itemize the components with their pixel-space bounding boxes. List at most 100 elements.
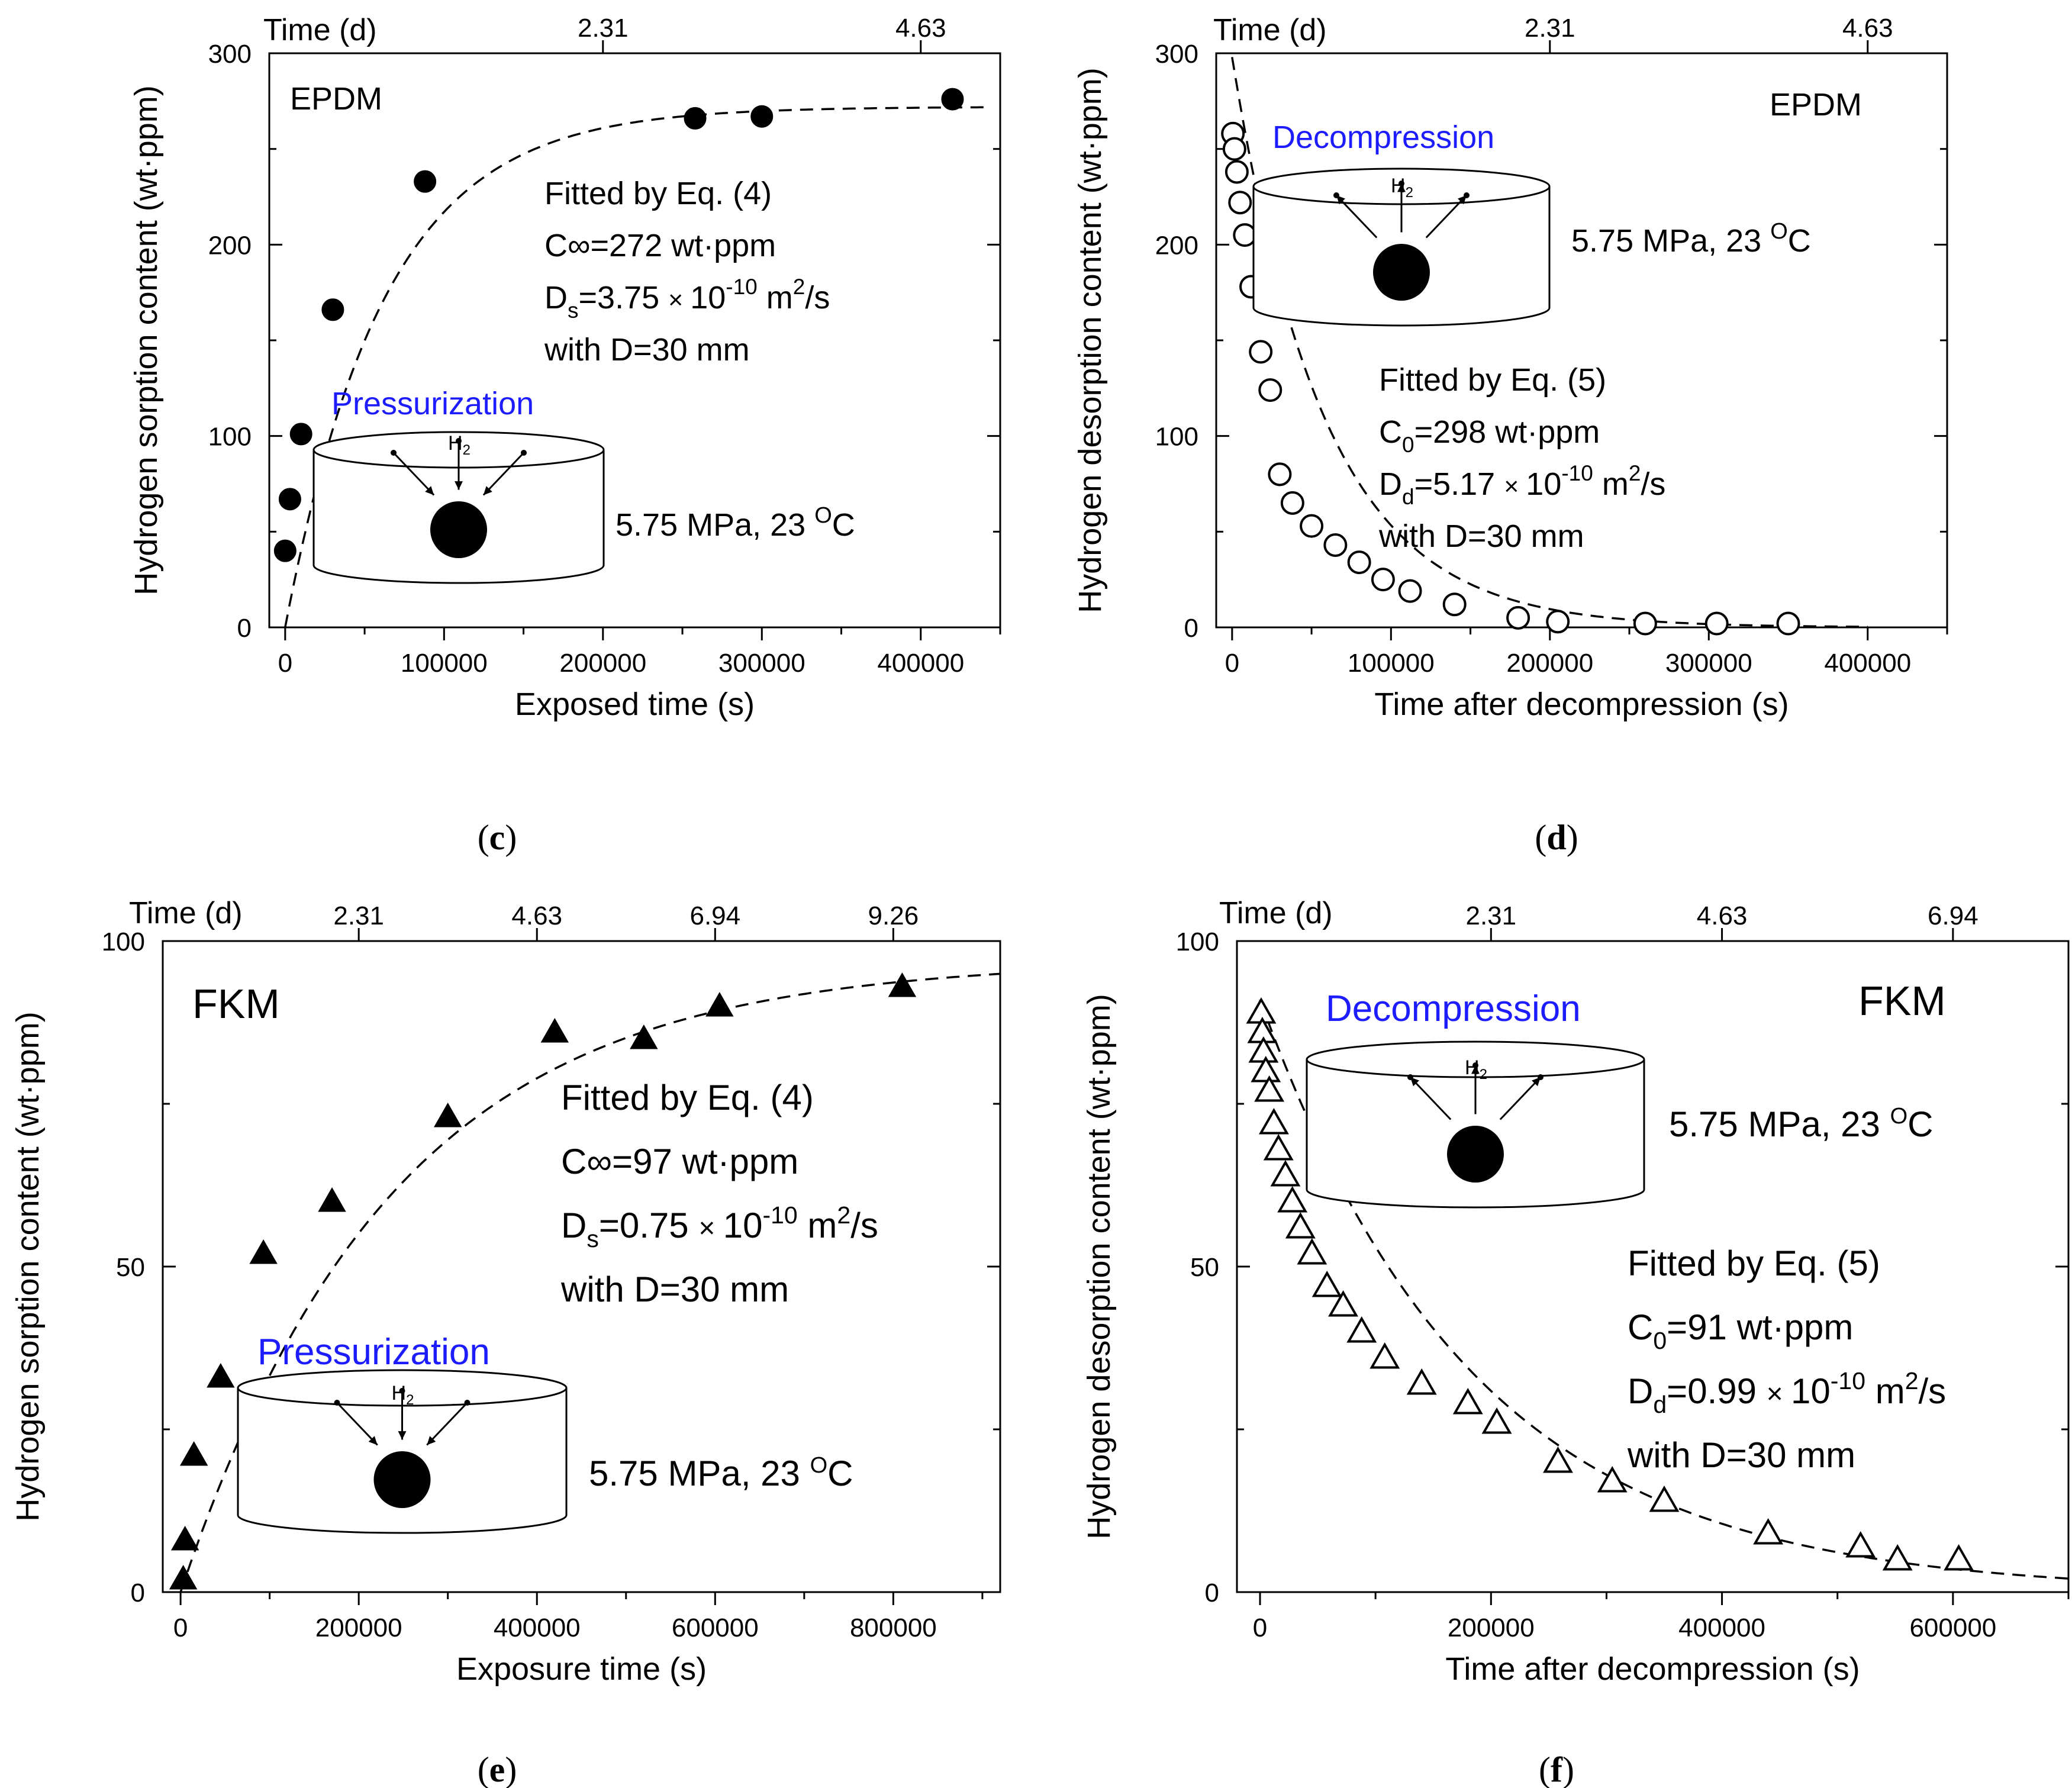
- data-point: [1270, 1159, 1301, 1187]
- diagram-title: Pressurization: [331, 386, 534, 421]
- data-point: [1704, 611, 1729, 636]
- x-tick-label: 300000: [1665, 649, 1752, 678]
- data-point: [630, 1024, 658, 1049]
- gas-arrow: [1499, 1076, 1542, 1120]
- fit-annotation-line: C0=298 wt·ppm: [1379, 414, 1600, 457]
- specimen-sphere: [373, 1451, 431, 1508]
- data-point: [1328, 1290, 1358, 1317]
- data-point: [1346, 1316, 1377, 1343]
- y-tick-label: 100: [1176, 927, 1219, 956]
- x-tick-label: 0: [173, 1613, 188, 1642]
- arrow-head: [1397, 183, 1406, 192]
- panel-caption: (c): [478, 818, 517, 857]
- fit-annotation-line: Ds=0.75 × 10-10 m2/s: [561, 1201, 878, 1252]
- y-axis-label: Hydrogen sorption content (wt·ppm): [128, 85, 164, 595]
- top-tick-label: 6.94: [689, 901, 740, 930]
- x-tick-label: 400000: [1678, 1613, 1765, 1642]
- arrow-head: [1458, 195, 1467, 205]
- data-point: [1228, 191, 1252, 215]
- material-label: FKM: [192, 981, 280, 1027]
- data-point: [1347, 550, 1371, 575]
- panel-caption: (d): [1535, 818, 1578, 857]
- chart-e: 0 50 100 0 200000 400000 600000 800000 2.31 4.63 6…: [10, 896, 1001, 1788]
- top-tick-label: 6.94: [1928, 901, 1978, 930]
- data-point: [1753, 1518, 1784, 1545]
- fit-curve: [179, 972, 1001, 1593]
- material-label: EPDM: [290, 81, 382, 117]
- data-series: [169, 972, 917, 1590]
- x-tick-label: 400000: [494, 1613, 581, 1642]
- top-axis-label: Time (d): [263, 13, 377, 47]
- arrow-head: [425, 486, 434, 495]
- data-point: [1776, 611, 1800, 636]
- top-tick-label: 4.63: [1842, 14, 1893, 43]
- diagram-title: Decompression: [1272, 120, 1494, 155]
- condition-label: 5.75 MPa, 23 OC: [1571, 219, 1811, 259]
- arrow-head: [1336, 195, 1345, 205]
- data-point: [750, 105, 774, 128]
- data-point: [1263, 1133, 1294, 1161]
- arrow-head: [1471, 1065, 1480, 1074]
- fit-annotation-line: C∞=97 wt·ppm: [561, 1142, 798, 1181]
- fit-curve: [1231, 57, 1868, 628]
- gas-label: H2: [1465, 1056, 1487, 1083]
- fit-annotation-line: with D=30 mm: [544, 332, 750, 368]
- data-point: [1285, 1212, 1316, 1239]
- fit-annotation-line: Fitted by Eq. (4): [544, 176, 772, 211]
- y-tick-label: 200: [1155, 231, 1198, 260]
- fit-annotation-line: with D=30 mm: [1627, 1435, 1855, 1475]
- data-point: [1845, 1531, 1876, 1558]
- data-point: [1233, 223, 1257, 247]
- data-point: [249, 1239, 278, 1264]
- x-tick-label: 800000: [850, 1613, 937, 1642]
- arrow-head: [368, 1436, 378, 1445]
- diagram-title: Decompression: [1326, 988, 1581, 1029]
- diagram-title: Pressurization: [257, 1332, 490, 1373]
- top-tick-label: 4.63: [895, 14, 946, 43]
- panel-caption: (f): [1539, 1750, 1574, 1788]
- data-point: [321, 298, 344, 321]
- y-axis-label: Hydrogen desorption content (wt·ppm): [1081, 994, 1117, 1539]
- y-tick-label: 100: [102, 927, 145, 956]
- material-label: FKM: [1858, 978, 1946, 1024]
- gas-arrow: [336, 1402, 378, 1446]
- y-tick-label: 50: [116, 1253, 145, 1282]
- x-tick-label: 300000: [718, 649, 805, 678]
- arrow-head: [398, 1431, 407, 1440]
- y-tick-label: 0: [237, 614, 252, 643]
- data-point: [540, 1017, 569, 1043]
- material-label: EPDM: [1770, 87, 1862, 123]
- y-tick-label: 0: [131, 1578, 145, 1607]
- condition-label: 5.75 MPa, 23 OC: [589, 1453, 853, 1493]
- x-axis-label: Exposed time (s): [515, 687, 755, 722]
- x-axis-label: Time after decompression (s): [1374, 687, 1789, 722]
- vessel-diagram: H2: [237, 1369, 568, 1534]
- data-point: [278, 488, 301, 511]
- y-tick-label: 50: [1190, 1253, 1219, 1282]
- data-point: [1224, 160, 1249, 184]
- data-point: [318, 1187, 346, 1212]
- gas-label: H2: [392, 1382, 414, 1408]
- data-point: [170, 1525, 199, 1551]
- data-point: [1442, 592, 1467, 617]
- chart-d: 0 100 200 300 0 100000 200000 300000 400000 2.31 4…: [1072, 13, 1948, 857]
- data-point: [207, 1362, 235, 1388]
- data-point: [1311, 1270, 1342, 1297]
- data-point: [289, 423, 312, 446]
- gas-label: H2: [1391, 175, 1413, 201]
- x-tick-label: 600000: [672, 1613, 759, 1642]
- data-point: [1369, 1342, 1400, 1369]
- specimen-sphere: [1373, 244, 1430, 301]
- x-tick-label: 100000: [401, 649, 488, 678]
- gas-label: H2: [448, 432, 471, 458]
- data-series: [273, 88, 964, 562]
- top-tick-label: 4.63: [1697, 901, 1748, 930]
- gas-arrow: [1335, 194, 1378, 239]
- data-point: [1277, 1185, 1308, 1213]
- data-point: [1452, 1387, 1483, 1415]
- x-tick-label: 100000: [1348, 649, 1435, 678]
- data-point: [1597, 1465, 1628, 1493]
- fit-annotation-line: C∞=272 wt·ppm: [544, 228, 776, 263]
- data-point: [1258, 378, 1282, 402]
- fit-annotation-line: Fitted by Eq. (5): [1628, 1243, 1880, 1283]
